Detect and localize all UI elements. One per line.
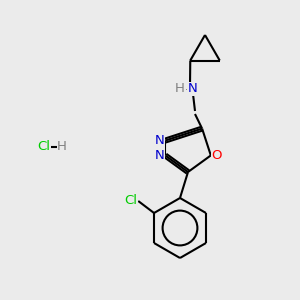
Text: H: H — [57, 140, 67, 154]
Text: N: N — [188, 82, 198, 95]
Text: N: N — [154, 134, 164, 147]
Text: H: H — [175, 82, 185, 95]
Text: O: O — [212, 149, 222, 162]
Text: Cl: Cl — [125, 194, 138, 208]
Text: N: N — [154, 149, 164, 162]
Text: Cl: Cl — [38, 140, 50, 154]
Text: -: - — [185, 84, 189, 94]
